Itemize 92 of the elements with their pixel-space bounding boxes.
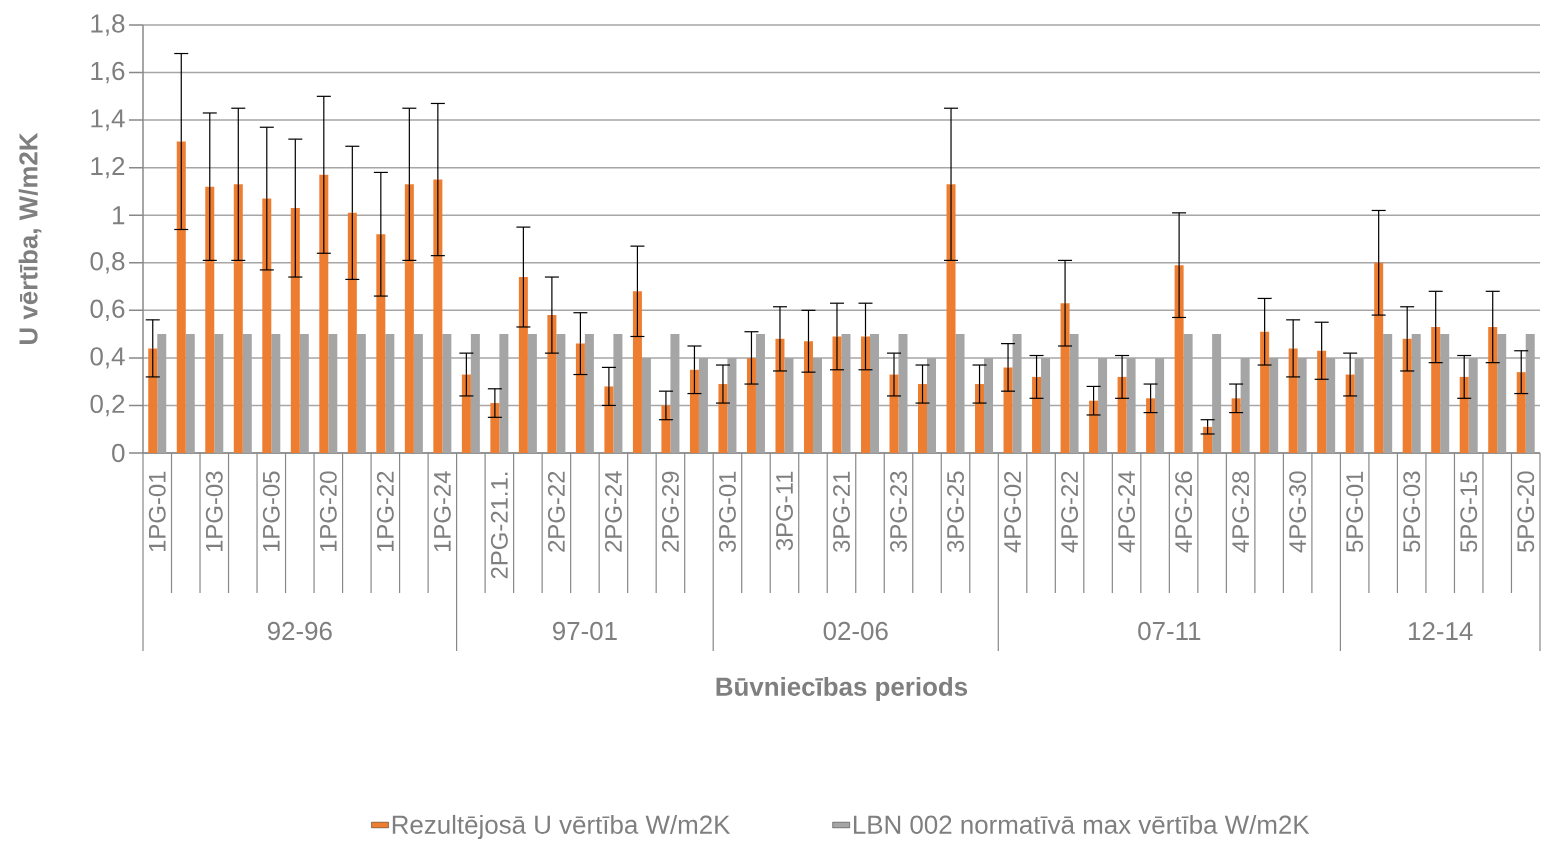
- bar: [975, 384, 985, 453]
- x-tick-label: 2PG-21.1.: [490, 472, 508, 579]
- bar: [575, 343, 585, 453]
- legend-label: Rezultējosā U vērtība W/m2K: [392, 814, 731, 840]
- bar: [1203, 426, 1213, 453]
- bar: [347, 212, 357, 453]
- y-tick-label: 1,8: [91, 14, 125, 36]
- x-tick-label: 5PG-20: [1517, 471, 1535, 552]
- x-tick-label: 4PG-30: [1289, 471, 1307, 553]
- bar: [1459, 376, 1469, 453]
- bar: [1374, 262, 1384, 453]
- bar: [1174, 265, 1184, 453]
- bar: [376, 234, 386, 453]
- bar: [746, 357, 756, 453]
- bar: [632, 291, 642, 453]
- y-tick-label: 0,8: [90, 252, 125, 274]
- bar: [1402, 338, 1412, 453]
- x-tick-label: 1PG-05: [262, 471, 280, 552]
- bar: [461, 374, 471, 453]
- bar: [547, 315, 557, 453]
- bar: [1117, 376, 1127, 453]
- bar: [262, 198, 272, 453]
- y-tick-label: 0,4: [90, 347, 125, 369]
- bar: [946, 184, 956, 453]
- x-tick-label: 4PG-28: [1232, 471, 1250, 553]
- bar: [176, 141, 186, 453]
- bar: [889, 374, 899, 453]
- y-tick-label: 1,4: [91, 109, 125, 131]
- x-tick-label: 4PG-26: [1175, 471, 1193, 553]
- bar: [1231, 398, 1241, 453]
- bar: [1003, 367, 1013, 453]
- text: 02-06: [823, 621, 888, 641]
- x-tick-label: 1PG-03: [205, 471, 223, 552]
- y-tick-label: 0,2: [90, 394, 125, 417]
- y-tick-label: 1: [113, 206, 125, 225]
- bar: [1516, 372, 1526, 453]
- text: 07-11: [1138, 621, 1201, 641]
- bar: [205, 186, 215, 453]
- y-tick-label: 0: [112, 443, 125, 463]
- y-tick-label: 1,2: [91, 156, 125, 179]
- x-tick-label: 5PG-03: [1403, 471, 1421, 552]
- bar: [604, 386, 614, 453]
- bar: [1488, 326, 1498, 453]
- bar: [803, 341, 813, 453]
- bar: [404, 184, 414, 453]
- bar: [290, 208, 300, 453]
- bar: [832, 336, 842, 453]
- x-tick-label: 1PG-20: [319, 471, 337, 552]
- x-axis-title: Būvniecības periods: [716, 676, 968, 702]
- bar: [661, 405, 671, 453]
- bar: [233, 184, 243, 453]
- legend-label: LBN 002 normatīvā max vērtība W/m2K: [853, 814, 1310, 834]
- x-tick-label: 5PG-01: [1346, 471, 1364, 552]
- bar: [1032, 376, 1042, 453]
- bar: [918, 384, 928, 453]
- x-tick-label: 3PG-25: [947, 471, 964, 553]
- x-tick-label: 2PG-24: [604, 471, 622, 552]
- y-tick-label: 0,6: [90, 299, 125, 322]
- y-tick-label: 1,6: [91, 61, 125, 84]
- bar: [1288, 348, 1298, 453]
- bar: [1146, 398, 1156, 453]
- x-tick-label: 4PG-22: [1061, 471, 1079, 553]
- bar: [148, 348, 158, 453]
- bar: [1089, 400, 1099, 453]
- bar: [518, 277, 528, 453]
- x-tick-label: 3PG-11: [776, 471, 793, 551]
- x-tick-label: 5PG-15: [1460, 471, 1478, 552]
- x-tick-label: 3PG-01: [718, 471, 736, 553]
- bar: [1345, 374, 1355, 453]
- bar: [490, 403, 500, 453]
- bar: [861, 336, 870, 453]
- bar: [433, 179, 443, 453]
- x-tick-label: 3PG-23: [890, 471, 907, 553]
- x-tick-label: 1PG-22: [376, 471, 394, 552]
- text: 97-01: [552, 621, 617, 641]
- bar: [319, 174, 329, 453]
- x-tick-label: 1PG-24: [433, 471, 451, 552]
- x-tick-label: 3PG-21: [833, 471, 850, 553]
- x-tick-label: 1PG-01: [148, 471, 166, 552]
- bar: [1317, 350, 1327, 453]
- text: 12-14: [1409, 621, 1473, 641]
- x-tick-label: 2PG-29: [661, 471, 679, 552]
- bar: [1431, 326, 1441, 453]
- bar: [689, 369, 699, 453]
- y-axis-title: U vērtība, W/m2K: [18, 132, 42, 344]
- text: 92-96: [267, 621, 332, 641]
- bar: [1260, 331, 1270, 453]
- x-tick-label: 4PG-02: [1004, 471, 1022, 553]
- x-tick-label: 4PG-24: [1118, 471, 1136, 553]
- bar: [775, 338, 785, 453]
- bar: [1060, 303, 1070, 453]
- x-tick-label: 2PG-22: [547, 471, 565, 552]
